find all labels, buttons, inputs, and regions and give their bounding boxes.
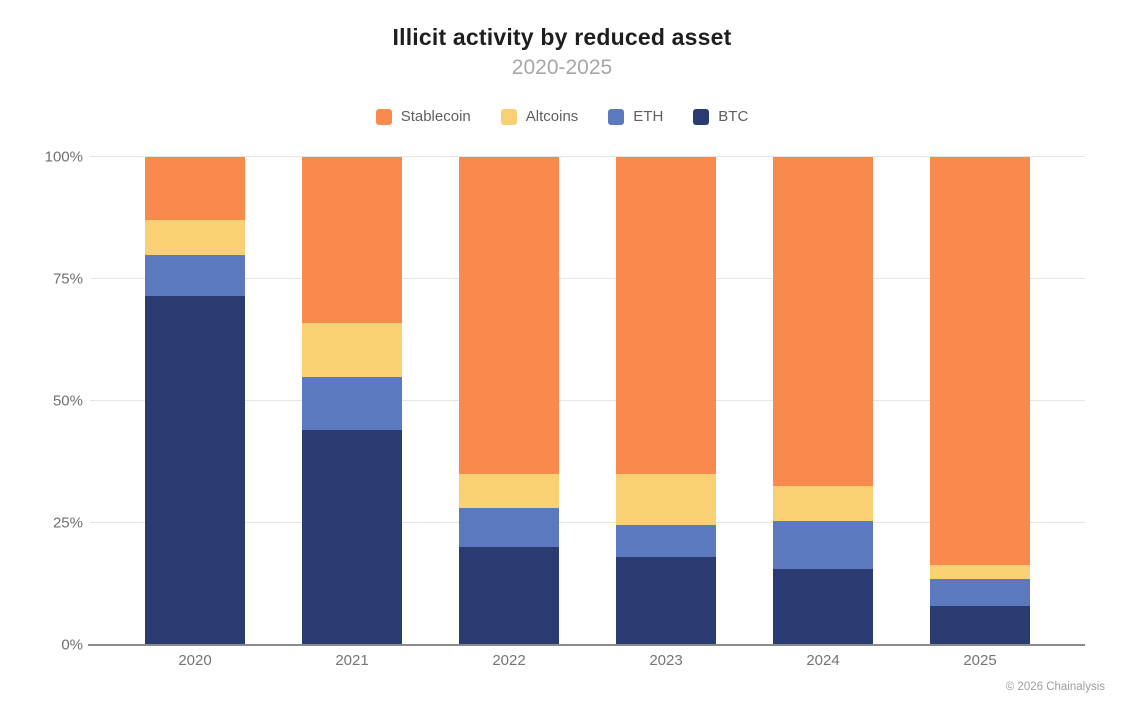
- bar-segment-2020-altcoins: [145, 220, 245, 255]
- legend-label: BTC: [718, 108, 749, 125]
- x-axis-line: [88, 644, 1085, 646]
- gridline-75: [90, 278, 1085, 279]
- bar-segment-2021-stablecoin: [302, 157, 402, 323]
- legend-label: ETH: [633, 108, 664, 125]
- bar-2021: [302, 157, 402, 645]
- legend-item-stablecoin: Stablecoin: [375, 108, 471, 125]
- gridline-25: [90, 522, 1085, 523]
- bar-segment-2020-btc: [145, 296, 245, 645]
- bar-segment-2025-stablecoin: [930, 157, 1030, 565]
- bar-segment-2025-altcoins: [930, 564, 1030, 580]
- bar-segment-2023-altcoins: [616, 474, 716, 526]
- plot-area: [88, 156, 1085, 646]
- y-axis-labels: 0% 25% 50% 75% 100%: [30, 150, 83, 653]
- bar-segment-2024-eth: [773, 520, 873, 570]
- legend-label: Altcoins: [525, 108, 579, 125]
- chart-title: Illicit activity by reduced asset: [392, 24, 732, 50]
- x-tick-label-2023: 2023: [649, 652, 683, 669]
- legend-swatch-stablecoin: [375, 108, 392, 125]
- x-axis-labels: 2020 2021 2022 2023 2024 2025: [90, 652, 1085, 669]
- chart-subtitle: 2020-2025: [511, 56, 613, 79]
- bar-segment-2021-btc: [302, 430, 402, 645]
- bar-segment-2025-btc: [930, 605, 1030, 645]
- legend-swatch-altcoins: [500, 108, 517, 125]
- x-tick-label-2022: 2022: [492, 652, 526, 669]
- bar-2022: [459, 157, 559, 645]
- y-tick-label-25: 25%: [52, 514, 83, 532]
- legend-item-btc: BTC: [693, 108, 748, 125]
- y-tick-label-75: 75%: [52, 270, 83, 288]
- x-tick-label-2021: 2021: [335, 652, 369, 669]
- x-tick-label-2024: 2024: [806, 652, 840, 669]
- bar-2025: [930, 157, 1030, 645]
- bar-segment-2021-altcoins: [302, 322, 402, 377]
- bar-segment-2024-altcoins: [773, 486, 873, 521]
- x-tick-label-2025: 2025: [963, 652, 997, 669]
- gridline-50: [90, 400, 1085, 401]
- y-tick-label-50: 50%: [52, 392, 83, 410]
- legend-swatch-btc: [693, 108, 710, 125]
- bar-2020: [145, 157, 245, 645]
- bar-segment-2022-altcoins: [459, 474, 559, 509]
- copyright: © 2026 Chainalysis: [1005, 681, 1105, 693]
- bar-segment-2023-stablecoin: [616, 157, 716, 475]
- bar-2024: [773, 157, 873, 645]
- bar-segment-2023-btc: [616, 557, 716, 645]
- gridline-100: [90, 156, 1085, 157]
- bar-segment-2021-eth: [302, 376, 402, 431]
- bar-segment-2022-stablecoin: [459, 157, 559, 475]
- legend-label: Stablecoin: [400, 108, 471, 125]
- bar-2023: [616, 157, 716, 645]
- bar-segment-2023-eth: [616, 525, 716, 558]
- legend-swatch-eth: [608, 108, 625, 125]
- bar-segment-2022-btc: [459, 547, 559, 645]
- bar-segment-2020-stablecoin: [145, 157, 245, 221]
- bar-segment-2024-stablecoin: [773, 157, 873, 487]
- bar-segment-2022-eth: [459, 508, 559, 548]
- y-tick-label-0: 0%: [61, 636, 83, 654]
- bar-segment-2024-btc: [773, 569, 873, 645]
- bar-segment-2020-eth: [145, 254, 245, 297]
- legend: Stablecoin Altcoins ETH BTC: [0, 108, 1124, 125]
- bar-segment-2025-eth: [930, 579, 1030, 606]
- legend-item-altcoins: Altcoins: [500, 108, 579, 125]
- bars-container: [90, 157, 1085, 645]
- x-tick-label-2020: 2020: [178, 652, 212, 669]
- legend-item-eth: ETH: [608, 108, 663, 125]
- y-tick-label-100: 100%: [44, 148, 83, 166]
